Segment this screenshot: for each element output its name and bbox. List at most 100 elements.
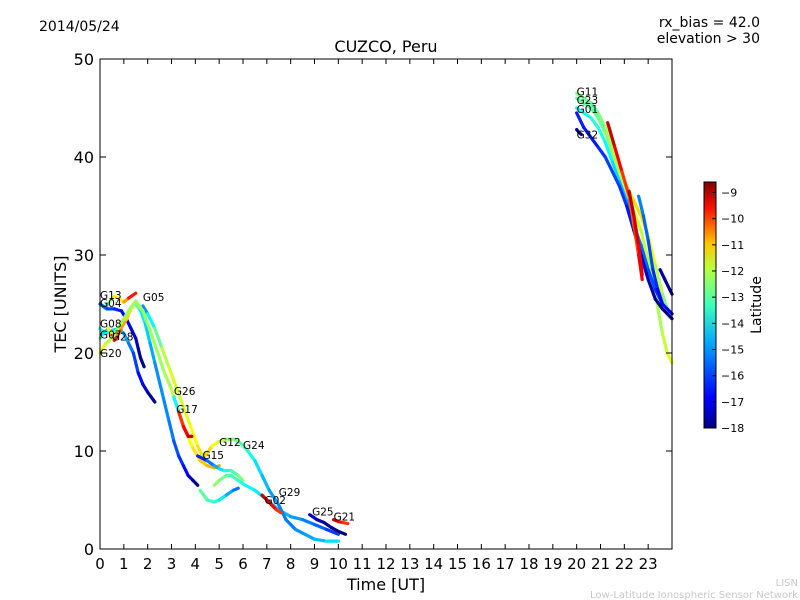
data-segment <box>575 111 586 130</box>
data-segment <box>665 312 674 321</box>
colorbar-tick-label: −11 <box>721 239 744 252</box>
data-segment <box>639 228 650 262</box>
data-segment <box>191 478 200 487</box>
series-g21 <box>331 517 350 526</box>
series-g31 <box>627 189 644 277</box>
data-segment <box>613 145 624 174</box>
x-tick-label: 2 <box>143 555 153 573</box>
data-segment <box>239 441 250 453</box>
series-g32b <box>575 127 584 137</box>
y-tick-label: 50 <box>74 50 94 69</box>
data-segment <box>98 341 108 355</box>
data-segment <box>663 277 672 291</box>
data-segment <box>153 361 162 384</box>
x-tick-label: 23 <box>639 555 658 573</box>
data-segment <box>632 199 643 218</box>
data-segment <box>191 446 202 463</box>
data-segment <box>637 243 644 277</box>
satellite-label: G32 <box>577 129 599 141</box>
data-segment <box>646 268 657 291</box>
y-tick-label: 40 <box>74 148 94 167</box>
x-tick-label: 5 <box>214 555 224 573</box>
data-segment <box>243 483 257 492</box>
x-tick-label: 7 <box>262 555 272 573</box>
x-tick-label: 12 <box>376 555 395 573</box>
satellite-label: G01 <box>577 104 599 116</box>
y-tick-label: 30 <box>74 246 94 265</box>
data-segment <box>157 380 166 404</box>
data-segment <box>632 214 641 247</box>
data-segment <box>293 527 307 536</box>
data-segment <box>639 243 650 272</box>
satellite-label: G04 <box>100 298 122 310</box>
series-g12 <box>198 486 240 504</box>
data-segment <box>658 268 667 282</box>
data-segment <box>289 515 305 522</box>
data-segment <box>665 307 674 316</box>
data-segment <box>603 125 615 149</box>
data-segment <box>617 184 629 208</box>
data-segment <box>177 410 186 429</box>
data-segment <box>167 366 178 389</box>
x-tick-label: 13 <box>400 555 419 573</box>
x-tick-label: 3 <box>167 555 177 573</box>
data-segment <box>134 336 140 350</box>
data-segment <box>172 439 181 458</box>
data-segment <box>312 537 329 543</box>
satellite-label: G08 <box>100 319 122 331</box>
data-segment <box>577 130 584 137</box>
x-tick-label: 15 <box>448 555 467 573</box>
data-segment <box>610 160 622 184</box>
colorbar-tick-label: −17 <box>721 396 744 409</box>
data-segment <box>162 371 174 391</box>
data-segment <box>260 473 271 492</box>
satellite-label: G20 <box>100 348 122 360</box>
satellite-label: G12 <box>219 437 241 449</box>
series-g30 <box>637 194 665 306</box>
data-segment <box>646 238 655 272</box>
data-segment <box>651 268 660 291</box>
x-tick-label: 9 <box>310 555 320 573</box>
data-segment <box>174 385 186 409</box>
data-segment <box>665 351 674 365</box>
colorbar-tick-label: −12 <box>721 265 744 278</box>
data-segment <box>143 322 152 345</box>
data-segment <box>177 454 186 468</box>
data-segment <box>610 170 622 188</box>
data-segment <box>146 312 157 331</box>
x-tick-label: 19 <box>543 555 562 573</box>
rx-bias-label: rx_bias = 42.0 <box>659 15 760 31</box>
org-full: Low-Latitude Ionospheric Sensor Network <box>590 590 798 600</box>
elevation-label: elevation > 30 <box>657 31 760 47</box>
series-g29 <box>203 437 340 543</box>
data-segment <box>203 444 214 458</box>
data-segment <box>122 307 132 321</box>
data-segment <box>596 116 607 135</box>
series-g15 <box>196 454 245 482</box>
date-label: 2014/05/24 <box>39 19 120 35</box>
satellite-label: G26 <box>174 386 196 398</box>
data-segment <box>162 400 171 424</box>
x-tick-label: 21 <box>591 555 610 573</box>
satellite-label: G17 <box>176 404 198 416</box>
x-tick-label: 18 <box>519 555 538 573</box>
data-segment <box>596 111 607 130</box>
data-segment <box>627 189 636 218</box>
x-tick-label: 6 <box>238 555 248 573</box>
satellite-label: G02 <box>264 495 286 507</box>
data-segment <box>589 135 600 149</box>
x-tick-label: 11 <box>353 555 372 573</box>
data-segment <box>589 106 600 120</box>
data-segment <box>198 488 209 502</box>
data-segment <box>141 309 152 333</box>
data-segment <box>122 331 131 345</box>
data-segment <box>231 486 240 492</box>
series-g28 <box>98 302 200 487</box>
data-segment <box>641 214 650 242</box>
data-segment <box>582 125 593 139</box>
data-segment <box>639 253 650 282</box>
data-segment <box>188 424 200 448</box>
x-axis: 0 1 2 3 4 5 6 7 8 9 10 11 12 13 14 15 16 17 18 19 20 21 22 23 <box>95 59 658 573</box>
